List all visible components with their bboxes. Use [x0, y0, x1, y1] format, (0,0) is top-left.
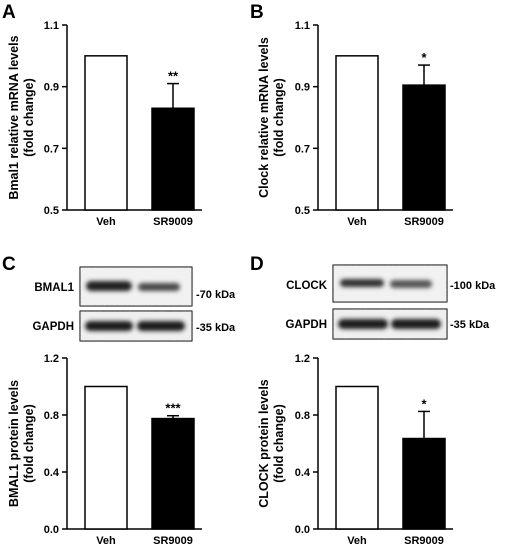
y-tick-label: 0.8 — [295, 410, 310, 422]
y-tick-label: 0.8 — [44, 410, 59, 422]
blot-band — [85, 321, 133, 331]
blot-control-label-d: GAPDH — [285, 319, 327, 331]
x-tick-label: SR9009 — [404, 535, 444, 546]
blot-band — [340, 279, 384, 287]
western-blot-d: CLOCK -100 kDa GAPDH -35 kDa — [285, 264, 496, 340]
blot-control-label-c: GAPDH — [32, 321, 74, 333]
bar-veh — [335, 385, 379, 530]
bar-sr9009 — [151, 417, 195, 530]
blot-band — [338, 319, 388, 329]
y-axis-label-unit: (fold change) — [272, 404, 286, 482]
blot-target-kda-d: -100 kDa — [450, 280, 496, 292]
chart-panel-c: 0.0 0.4 0.8 1.2 BMAL1 protein levels (fold ch… — [7, 353, 202, 546]
y-axis-label: Bmal1 relative mRNA levels — [7, 35, 21, 199]
bar-sr9009 — [402, 84, 446, 211]
blot-target-label-d: CLOCK — [286, 280, 328, 292]
blot-band — [390, 280, 432, 288]
panel-letter-a: A — [2, 2, 16, 23]
y-tick-label: 0.5 — [44, 205, 59, 217]
y-tick-label: 1.2 — [44, 353, 59, 365]
y-tick-label: 0.0 — [295, 524, 310, 536]
y-tick-label: 1.1 — [295, 20, 310, 32]
panel-letter-c: C — [2, 254, 16, 275]
blot-control-strip-c — [79, 310, 193, 342]
blot-band — [86, 281, 132, 291]
y-tick-label: 0.9 — [295, 82, 310, 94]
western-blot-c: BMAL1 -70 kDa GAPDH -35 kDa — [32, 266, 236, 342]
y-tick-label: 0.9 — [44, 82, 59, 94]
bar-sr9009 — [402, 437, 446, 530]
bar-veh — [84, 55, 128, 211]
panel-letter-d: D — [250, 254, 264, 275]
blot-target-strip-c — [79, 266, 193, 307]
chart-panel-b: 0.5 0.7 0.9 1.1 Clock relative mRNA levels (f… — [257, 20, 453, 228]
blot-control-kda-d: -35 kDa — [450, 319, 490, 331]
x-tick-label: Veh — [96, 216, 116, 228]
bar-sr9009 — [151, 107, 195, 211]
y-tick-label: 1.1 — [44, 20, 59, 32]
x-tick-label: SR9009 — [404, 216, 444, 228]
y-axis-label-unit: (fold change) — [22, 78, 36, 156]
x-tick-label: SR9009 — [153, 216, 193, 228]
x-tick-label: SR9009 — [153, 535, 193, 546]
y-axis-label: BMAL1 protein levels — [7, 380, 21, 507]
blot-target-label-c: BMAL1 — [34, 282, 74, 294]
y-tick-label: 0.7 — [295, 143, 310, 155]
blot-control-kda-c: -35 kDa — [196, 322, 236, 334]
significance-marker: * — [421, 50, 427, 65]
x-tick-label: Veh — [347, 535, 367, 546]
significance-marker: ** — [168, 69, 179, 84]
chart-panel-a: 0.5 0.7 0.9 1.1 Bmal1 relative mRNA levels (f… — [7, 20, 202, 228]
x-tick-label: Veh — [347, 216, 367, 228]
chart-panel-d: 0.0 0.4 0.8 1.2 CLOCK protein levels (fold ch… — [257, 353, 453, 546]
blot-band — [137, 321, 185, 331]
blot-control-strip-d — [332, 308, 448, 340]
bar-veh — [84, 385, 128, 530]
blot-band — [138, 283, 180, 291]
y-axis-label-unit: (fold change) — [272, 78, 286, 156]
y-tick-label: 0.0 — [44, 524, 59, 536]
significance-marker: *** — [165, 401, 181, 416]
significance-marker: * — [421, 396, 427, 411]
blot-target-kda-c: -70 kDa — [196, 289, 236, 301]
blot-band — [391, 319, 441, 329]
x-tick-label: Veh — [96, 535, 116, 546]
blot-target-strip-d — [332, 264, 448, 303]
y-tick-label: 0.5 — [295, 205, 310, 217]
y-axis-label: CLOCK protein levels — [257, 379, 271, 508]
y-tick-label: 0.4 — [295, 467, 311, 479]
y-tick-label: 0.7 — [44, 143, 59, 155]
bar-veh — [335, 55, 379, 211]
y-tick-label: 1.2 — [295, 353, 310, 365]
y-axis-label-unit: (fold change) — [22, 404, 36, 482]
panel-letter-b: B — [250, 2, 264, 23]
y-tick-label: 0.4 — [44, 467, 60, 479]
y-axis-label: Clock relative mRNA levels — [257, 37, 271, 198]
